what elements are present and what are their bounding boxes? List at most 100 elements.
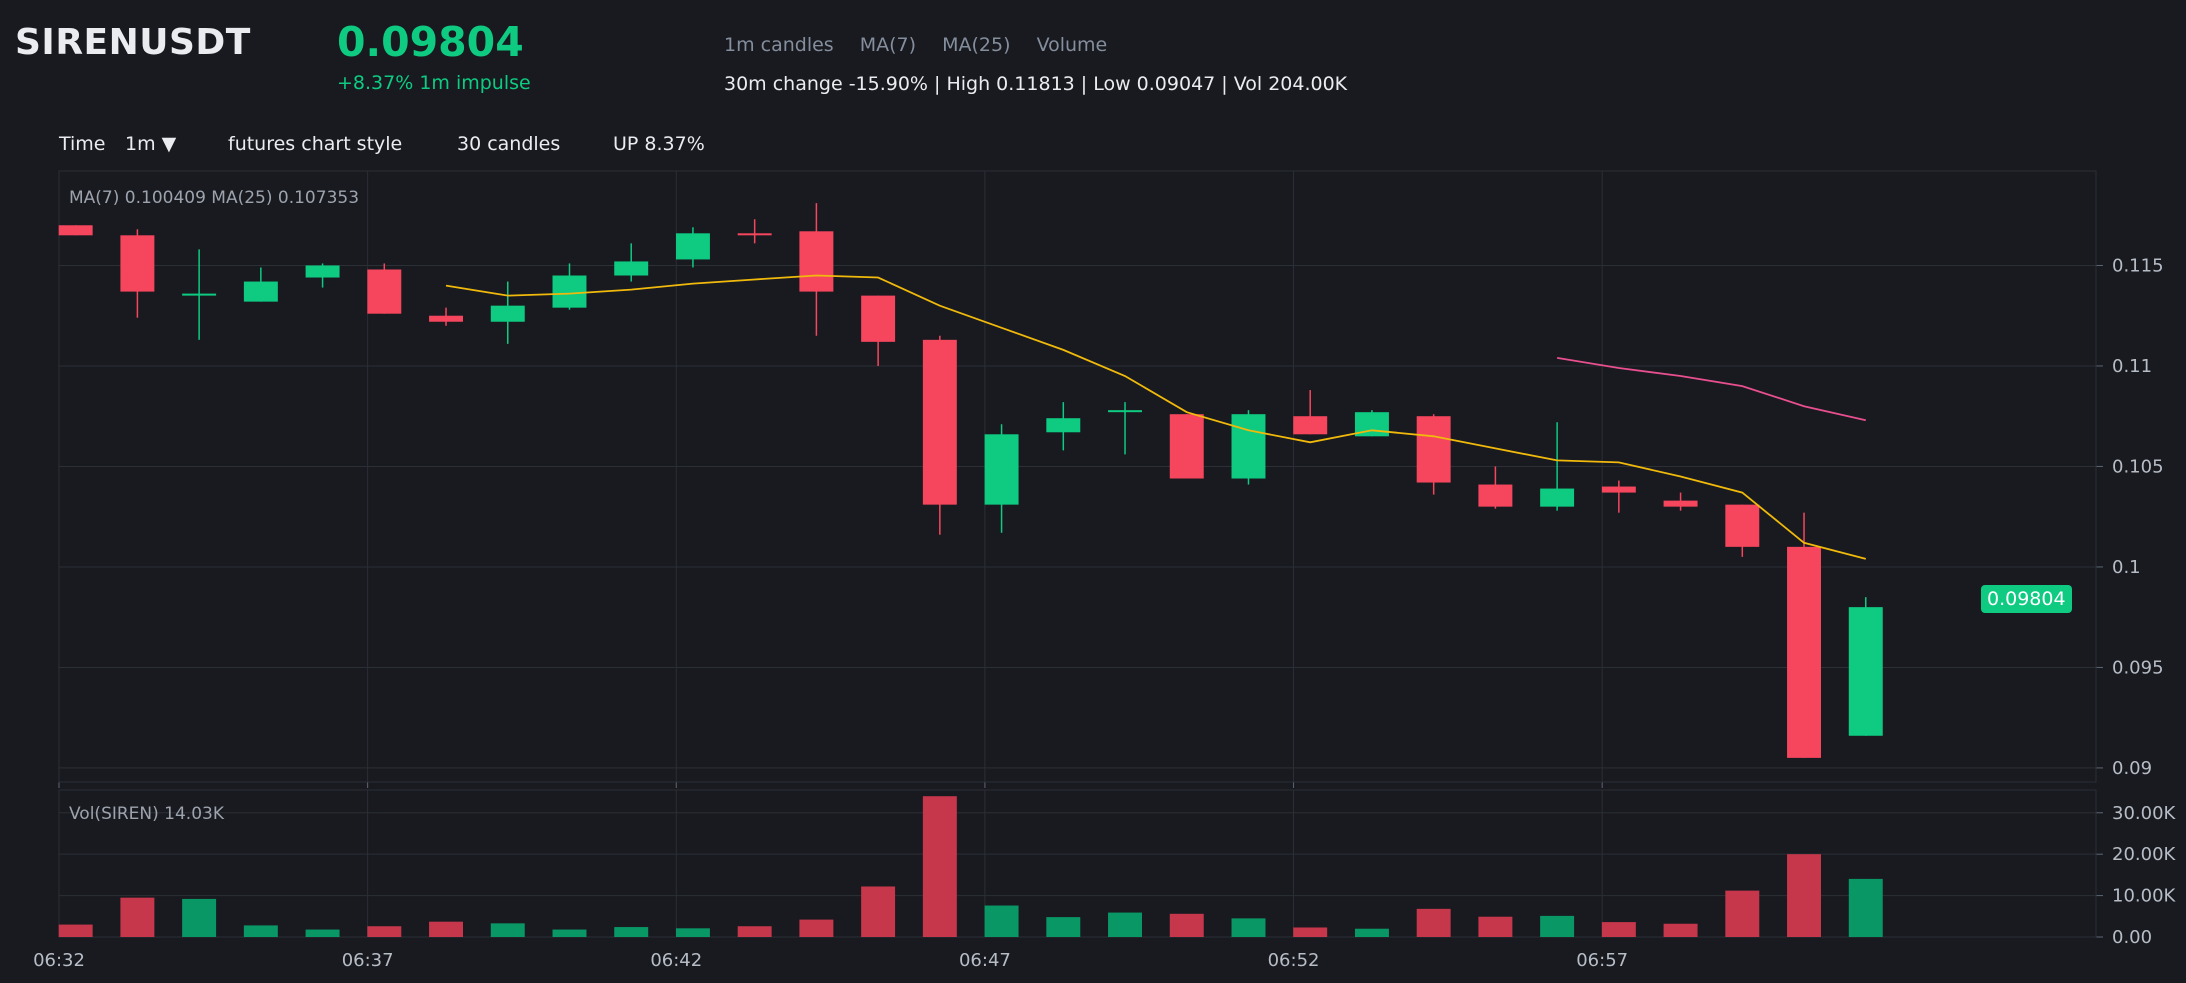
volume-bar	[1231, 918, 1266, 937]
up-percent: UP 8.37%	[613, 133, 705, 155]
volume-bar	[1416, 908, 1451, 937]
time-tick-label: 06:47	[959, 950, 1011, 971]
candle-body	[490, 305, 525, 322]
volume-bar	[861, 886, 896, 937]
price-panel-frame	[58, 170, 2097, 783]
volume-bar	[984, 905, 1019, 937]
volume-bar	[922, 796, 957, 937]
volume-bar	[243, 925, 278, 937]
chart-style-button[interactable]: futures chart style	[228, 133, 403, 155]
volume-bar	[1108, 912, 1143, 937]
candle-body	[1478, 484, 1513, 507]
impulse-change: +8.37% 1m impulse	[337, 72, 531, 94]
candle-body	[1231, 414, 1266, 479]
summary-stats: 30m change -15.90% | High 0.11813 | Low …	[724, 73, 1348, 95]
volume-tick-label: 0.00	[2112, 927, 2152, 948]
volume-bar	[429, 921, 464, 937]
price-tick-label: 0.11	[2112, 356, 2152, 377]
ma25-line	[1556, 357, 1866, 422]
price-tick-label: 0.095	[2112, 657, 2164, 678]
candle-body	[552, 275, 587, 308]
volume-bar	[182, 898, 217, 937]
ma7-line	[445, 274, 1867, 560]
volume-bar	[675, 928, 710, 937]
candle-body	[367, 269, 402, 314]
volume-bar	[305, 929, 340, 937]
price-tick-label: 0.1	[2112, 557, 2141, 578]
volume-bar	[1725, 890, 1760, 937]
time-tick-label: 06:42	[650, 950, 702, 971]
candle-body	[1848, 607, 1883, 736]
candle-body	[58, 225, 93, 236]
volume-bar	[1046, 917, 1081, 937]
volume-bar	[614, 927, 649, 937]
candle-count[interactable]: 30 candles	[457, 133, 561, 155]
volume-bar	[367, 926, 402, 937]
volume-bar	[552, 929, 587, 937]
volume-tick-label: 10.00K	[2112, 886, 2177, 907]
candle-body	[429, 315, 464, 322]
volume-bar	[737, 926, 772, 937]
candle-body	[861, 295, 896, 342]
moving-averages	[445, 274, 1867, 560]
price-tick-label: 0.115	[2112, 255, 2164, 276]
volume-bar	[1540, 915, 1575, 937]
candle-body	[1601, 486, 1636, 493]
candle-body	[1540, 488, 1575, 507]
indicator-ma7[interactable]: MA(7)	[859, 34, 917, 56]
candle-body	[120, 235, 155, 292]
volume-bar	[1663, 923, 1698, 937]
candle-body	[1108, 410, 1143, 413]
volume-bar	[1601, 922, 1636, 937]
candle-body	[1046, 418, 1081, 433]
candle-body	[675, 233, 710, 260]
volume-bar	[58, 924, 93, 937]
volume-bar	[1848, 878, 1883, 937]
volume-bar	[1354, 928, 1389, 937]
candle-body	[799, 231, 834, 292]
candle-body	[1787, 546, 1822, 758]
candle-body	[1663, 500, 1698, 507]
indicator-ma25[interactable]: MA(25)	[942, 34, 1011, 56]
indicator-volume[interactable]: Volume	[1036, 34, 1108, 56]
symbol-title: SIRENUSDT	[15, 22, 251, 63]
last-price-tag: 0.09804	[1981, 585, 2072, 613]
volume-bars	[58, 796, 1883, 937]
volume-bar	[120, 897, 155, 937]
candle-body	[243, 281, 278, 302]
candles-layer	[58, 203, 1883, 758]
price-tick-label: 0.09	[2112, 758, 2152, 779]
volume-bar	[490, 923, 525, 937]
volume-legend: Vol(SIREN) 14.03K	[69, 804, 225, 824]
interval-select[interactable]: 1m ▼	[125, 133, 177, 155]
volume-tick-label: 20.00K	[2112, 844, 2177, 865]
candle-body	[1416, 416, 1451, 483]
time-tick-label: 06:32	[33, 950, 85, 971]
time-tick-label: 06:52	[1268, 950, 1320, 971]
indicator-candles[interactable]: 1m candles	[724, 34, 834, 56]
current-price: 0.09804	[337, 18, 524, 66]
candle-body	[182, 293, 217, 296]
volume-bar	[799, 919, 834, 937]
time-tick-label: 06:37	[342, 950, 394, 971]
ma-legend: MA(7) 0.100409 MA(25) 0.107353	[69, 188, 359, 208]
time-tick-label: 06:57	[1576, 950, 1628, 971]
axis-labels: 0.09 0.095 0.1 0.105 0.11 0.115 0.00 10.00K 20.0…	[33, 255, 2176, 971]
candle-body	[984, 434, 1019, 505]
candle-body	[737, 233, 772, 236]
candle-body	[1725, 504, 1760, 547]
candle-body	[614, 261, 649, 276]
time-label: Time	[59, 133, 106, 155]
candle-body	[1293, 416, 1328, 435]
volume-bar	[1293, 927, 1328, 937]
candle-body	[305, 265, 340, 278]
candle-body	[1169, 414, 1204, 479]
volume-bar	[1478, 916, 1513, 937]
candle-body	[922, 339, 957, 505]
volume-tick-label: 30.00K	[2112, 803, 2177, 824]
indicator-list: 1m candles MA(7) MA(25) Volume	[724, 34, 1127, 56]
price-tick-label: 0.105	[2112, 456, 2164, 477]
volume-bar	[1169, 913, 1204, 937]
volume-bar	[1787, 854, 1822, 937]
